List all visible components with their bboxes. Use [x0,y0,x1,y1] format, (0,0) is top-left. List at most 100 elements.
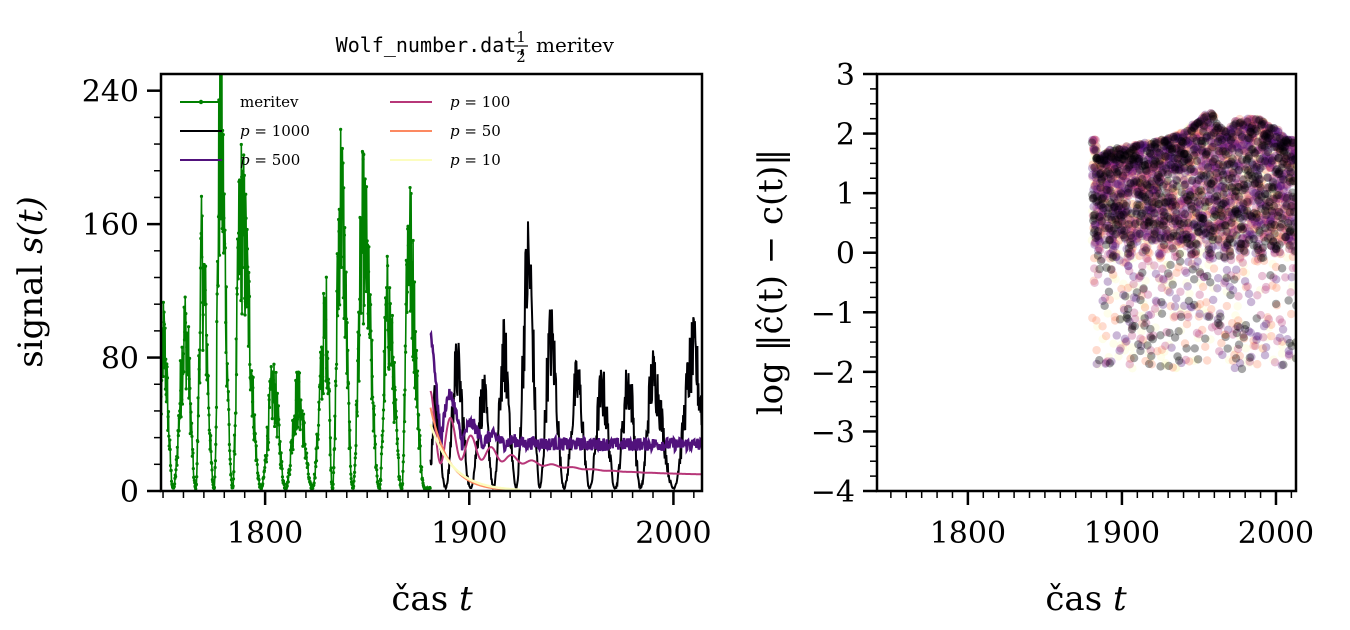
meritev-point [186,325,191,329]
scatter-point [1134,232,1144,242]
meritev-point [400,481,405,486]
scatter-point [1150,158,1159,167]
scatter-point [1147,143,1157,152]
meritev-point [288,468,292,472]
scatter-point [1158,215,1167,225]
scatter-point [1261,131,1271,141]
meritev-point [363,220,368,224]
meritev-point [382,393,386,397]
scatter-point [1192,220,1202,230]
scatter-point [1101,152,1110,161]
scatter-point [1180,198,1189,207]
scatter-point [1161,237,1171,247]
scatter-point [1194,118,1203,127]
scatter-point [1139,186,1148,195]
meritev-point [291,448,295,452]
meritev-point [383,296,388,300]
scatter-point [1203,229,1212,238]
scatter-point [1212,179,1221,189]
meritev-point [231,484,235,488]
scatter-point [1157,283,1166,293]
scatter-point [1200,122,1209,131]
scatter-point [1155,174,1164,184]
scatter-point [1092,163,1101,172]
scatter-point [1113,203,1122,213]
scatter-point [1269,123,1278,133]
scatter-point [1272,240,1282,250]
scatter-point [1279,203,1289,213]
scatter-point [1093,265,1102,275]
scatter-point [1162,183,1172,193]
scatter-point [1183,282,1192,291]
scatter-point [1200,123,1209,132]
scatter-point [1091,135,1101,145]
scatter-point [1156,243,1166,253]
scatter-point [1152,164,1161,173]
scatter-point [1238,137,1247,146]
scatter-point [1101,177,1111,187]
meritev-point [341,296,345,300]
scatter-point [1243,146,1252,156]
scatter-point [1092,147,1101,156]
scatter-point [1262,128,1272,138]
scatter-point [1163,231,1172,241]
scatter-point [1204,220,1214,229]
scatter-point [1106,145,1115,154]
scatter-point [1201,122,1211,131]
scatter-point [1210,195,1220,205]
meritev-point [270,417,274,421]
scatter-point [1200,204,1209,213]
scatter-point [1269,211,1278,221]
scatter-point [1094,158,1104,167]
scatter-point [1090,143,1100,152]
scatter-point [1188,151,1198,160]
scatter-point [1120,189,1130,199]
scatter-point [1138,319,1147,328]
y-tick-label: 1 [836,177,855,212]
meritev-point [395,442,399,446]
meritev-point [338,303,342,307]
meritev-point [185,345,189,349]
scatter-point [1252,247,1262,257]
meritev-point [266,440,271,445]
scatter-point [1218,170,1227,180]
scatter-point [1254,151,1263,161]
meritev-point [239,298,243,303]
scatter-point [1230,229,1240,239]
scatter-point [1163,170,1173,179]
scatter-point [1208,129,1217,138]
scatter-point [1096,189,1105,198]
scatter-point [1195,208,1205,217]
scatter-point [1211,235,1220,244]
scatter-point [1150,261,1159,270]
scatter-point [1122,188,1131,197]
scatter-point [1243,220,1252,229]
scatter-point [1210,141,1219,150]
scatter-point [1219,186,1228,195]
scatter-point [1092,160,1101,169]
meritev-point [180,345,184,349]
scatter-point [1153,153,1163,162]
scatter-point [1140,217,1149,226]
scatter-point [1222,301,1232,311]
scatter-point [1178,151,1187,161]
scatter-point [1244,121,1253,130]
scatter-point [1258,117,1268,126]
scatter-point [1123,213,1133,223]
scatter-point [1216,238,1225,247]
meritev-point [381,429,385,433]
scatter-point [1155,220,1164,229]
meritev-point [292,417,296,421]
scatter-point [1113,201,1122,211]
scatter-point [1109,171,1119,180]
scatter-point [1175,130,1185,139]
scatter-point [1129,145,1139,154]
scatter-point [1106,224,1115,233]
scatter-point [1245,139,1254,149]
meritev-point [373,446,377,450]
scatter-point [1156,206,1165,216]
meritev-point [194,482,198,486]
scatter-point [1125,299,1135,309]
scatter-point [1089,136,1098,146]
meritev-point [189,430,193,434]
